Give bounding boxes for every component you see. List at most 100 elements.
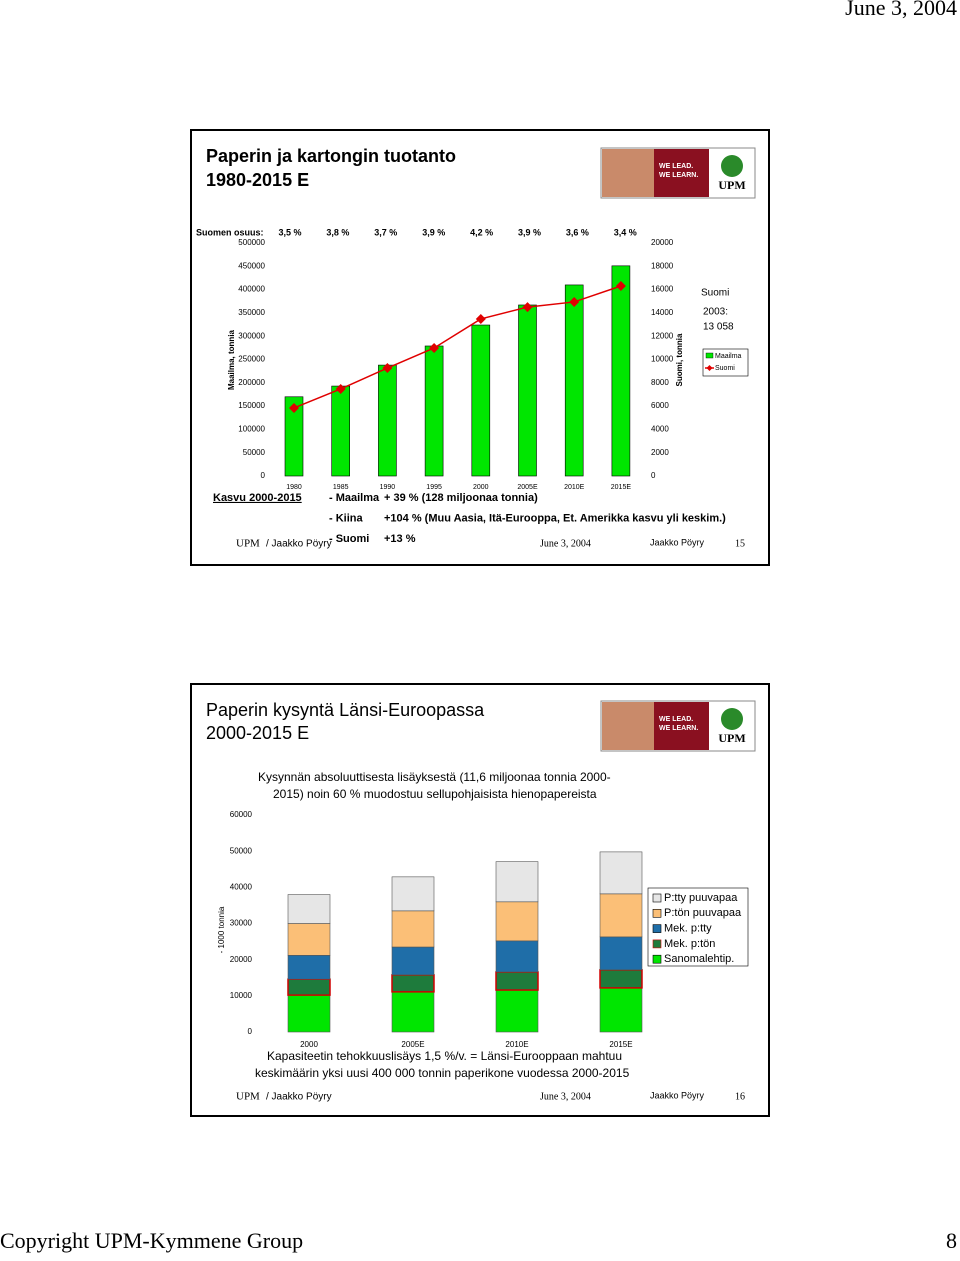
logo-text: WE LEARN. <box>659 172 698 179</box>
bar-segment <box>599 893 643 938</box>
footer-brand: UPM <box>236 1091 260 1103</box>
line <box>293 285 622 409</box>
y-axis-title: - 1000 tonnia <box>217 906 226 953</box>
bar <box>284 396 304 477</box>
footer-brand: UPM <box>236 538 260 550</box>
legend-swatch <box>652 939 662 949</box>
logo-text: WE LEAD. <box>659 716 693 723</box>
bar-segment <box>495 989 539 1033</box>
subtitle: Kysynnän absoluuttisesta lisäyksestä (11… <box>258 770 611 784</box>
y-tick-label: 350000 <box>238 308 265 317</box>
copyright: Copyright UPM-Kymmene Group <box>0 1228 303 1253</box>
bar-segment <box>599 969 643 989</box>
legend-box <box>647 887 749 967</box>
bar <box>378 364 397 477</box>
y-tick-label: 30000 <box>230 919 253 928</box>
bar-segment <box>495 901 539 942</box>
y2-tick-label: 16000 <box>651 285 674 294</box>
y2-tick-label: 0 <box>651 471 656 480</box>
legend-label: P:tön puuvapaa <box>664 907 742 919</box>
legend-swatch <box>652 893 662 903</box>
share-value: 3,6 % <box>566 227 589 237</box>
slide-title: 2000-2015 E <box>206 723 309 743</box>
legend-label: Mek. p:tön <box>664 938 715 950</box>
legend-label: Maailma <box>715 353 742 360</box>
y-tick-label: 450000 <box>238 261 265 270</box>
share-value: 4,2 % <box>470 227 493 237</box>
legend-marker <box>706 365 713 371</box>
bar-segment <box>391 991 435 1033</box>
x-tick-label: 2010E <box>505 1040 528 1049</box>
share-value: 3,4 % <box>614 227 637 237</box>
bar-segment <box>599 987 643 1033</box>
footer-author: / Jaakko Pöyry <box>266 539 332 550</box>
notes-value: +13 % <box>384 533 416 545</box>
share-value: 3,9 % <box>518 227 541 237</box>
bar-segment <box>495 861 539 903</box>
y-tick-label: 100000 <box>238 425 265 434</box>
slide-number: 16 <box>735 1091 745 1102</box>
logo-image <box>602 149 654 197</box>
bar <box>518 304 537 477</box>
bar-segment <box>287 923 331 956</box>
logo-image <box>602 702 654 750</box>
y-tick-label: 50000 <box>243 448 266 457</box>
bar-segment <box>391 910 435 948</box>
notes-value: + 39 % (128 miljoonaa tonnia) <box>384 492 538 504</box>
y2-tick-label: 20000 <box>651 238 674 247</box>
bar-segment <box>599 851 643 895</box>
notes: Kapasiteetin tehokkuuslisäys 1,5 %/v. = … <box>267 1049 622 1063</box>
x-tick-label: 1995 <box>426 484 442 491</box>
share-value: 3,9 % <box>422 227 445 237</box>
y-tick-label: 150000 <box>238 401 265 410</box>
slide-frame <box>190 129 770 566</box>
line-marker <box>475 313 486 324</box>
x-tick-label: 2015E <box>609 1040 632 1049</box>
logo-panel <box>654 702 709 750</box>
slide-title: Paperin kysyntä Länsi-Euroopassa <box>206 700 485 720</box>
logo-text: WE LEAD. <box>659 163 693 170</box>
share-value: 3,5 % <box>278 227 301 237</box>
y2-tick-label: 2000 <box>651 448 669 457</box>
y-tick-label: 20000 <box>230 955 253 964</box>
y-tick-label: 400000 <box>238 285 265 294</box>
x-tick-label: 2005E <box>517 484 538 491</box>
slide-frame <box>190 683 770 1117</box>
footer-author: Jaakko Pöyry <box>650 1090 705 1100</box>
x-tick-label: 1980 <box>286 484 302 491</box>
legend-label: Sanomalehtip. <box>664 953 734 965</box>
y-tick-label: 250000 <box>238 355 265 364</box>
notes-label: - Maailma <box>329 492 380 504</box>
legend-swatch <box>705 352 714 359</box>
logo-panel <box>654 149 709 197</box>
logo-text: WE LEARN. <box>659 725 698 732</box>
legend-label: Mek. p:tty <box>664 923 712 935</box>
footer-author: Jaakko Pöyry <box>650 537 705 547</box>
bar-segment <box>287 955 331 980</box>
x-tick-label: 1990 <box>380 484 396 491</box>
bar-segment <box>391 946 435 976</box>
notes-label: - Kiina <box>329 512 363 524</box>
slide-title: 1980-2015 E <box>206 170 309 190</box>
bar <box>424 345 444 477</box>
bar <box>564 284 584 477</box>
legend-label: Suomi <box>715 365 735 372</box>
line-marker <box>429 342 440 353</box>
notes: keskimäärin yksi uusi 400 000 tonnin pap… <box>255 1066 630 1080</box>
share-label: Suomen osuus: <box>196 227 264 237</box>
annotation: Suomi <box>701 288 729 299</box>
subtitle: 2015) noin 60 % muodostuu sellupohjaisis… <box>273 787 597 801</box>
bar <box>471 324 491 477</box>
bar-segment <box>287 994 331 1033</box>
logo-brand: UPM <box>718 731 745 745</box>
bar-segment <box>495 971 539 991</box>
y-tick-label: 10000 <box>230 991 253 1000</box>
x-tick-label: 2010E <box>564 484 585 491</box>
line-marker <box>569 296 580 307</box>
bar-segment <box>495 940 539 973</box>
y2-axis-title: Suomi, tonnia <box>675 333 684 386</box>
y-tick-label: 200000 <box>238 378 265 387</box>
slide-title: Paperin ja kartongin tuotanto <box>206 146 456 166</box>
y-tick-label: 40000 <box>230 882 253 891</box>
